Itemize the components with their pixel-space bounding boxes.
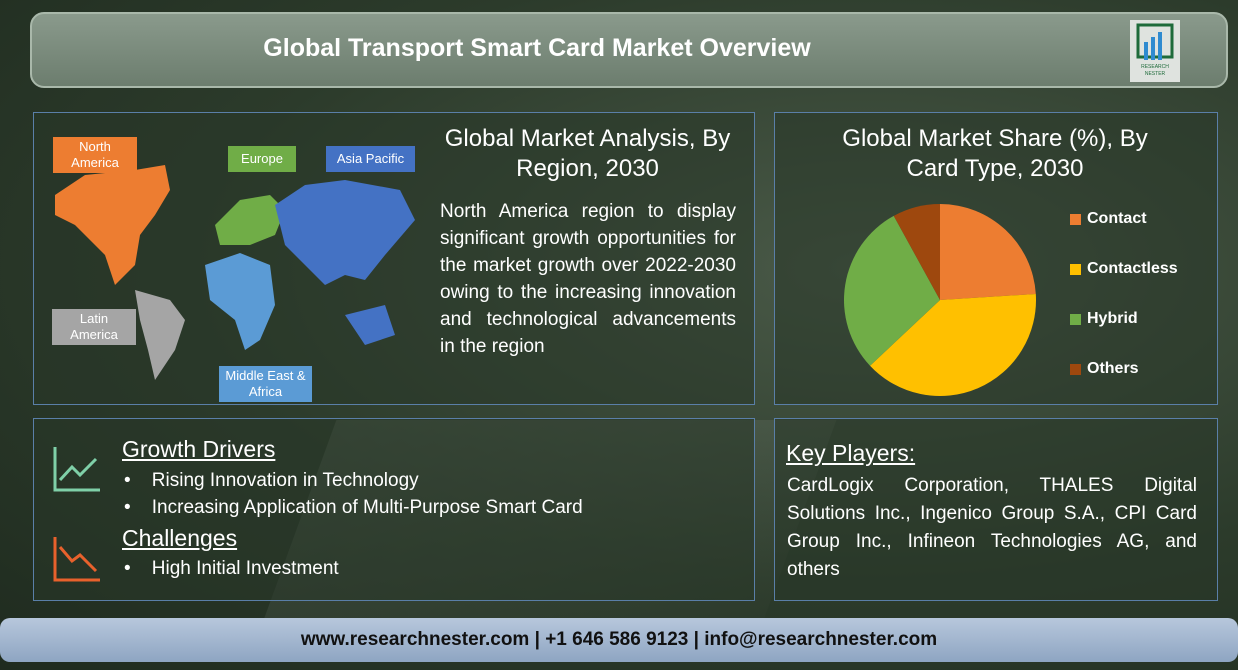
key-players-title: Key Players: bbox=[786, 440, 916, 466]
label-middle-east-africa: Middle East & Africa bbox=[219, 366, 312, 402]
pie-slice-contactless bbox=[870, 293, 1036, 396]
world-map bbox=[55, 165, 415, 380]
map-latin-america bbox=[135, 290, 185, 380]
decline-chart-icon bbox=[53, 537, 100, 582]
legend-label: Contact bbox=[1087, 210, 1147, 227]
pie-chart bbox=[844, 204, 1036, 396]
chart-title: Global Market Share (%), By Card Type, 2… bbox=[842, 125, 1148, 182]
key-players-text: CardLogix Corporation, THALES Digital So… bbox=[787, 475, 1197, 580]
legend-item-others: Others bbox=[1070, 360, 1139, 378]
map-africa bbox=[205, 253, 275, 350]
footer-contact: www.researchnester.com | +1 646 586 9123… bbox=[0, 618, 1238, 662]
region-title: Global Market Analysis, By Region, 2030 bbox=[444, 125, 731, 182]
svg-text:RESEARCH: RESEARCH bbox=[1141, 64, 1169, 70]
map-europe bbox=[215, 195, 285, 245]
pie-slice-hybrid bbox=[844, 215, 940, 366]
label-europe: Europe bbox=[228, 146, 296, 172]
header-banner: Global Transport Smart Card Market Overv… bbox=[30, 12, 1228, 88]
challenge-item: • High Initial Investment bbox=[124, 558, 339, 579]
legend-swatch bbox=[1070, 263, 1081, 275]
legend-swatch bbox=[1070, 363, 1081, 375]
key-players-panel bbox=[774, 418, 1218, 601]
research-nester-logo: RESEARCH NESTER bbox=[1130, 20, 1180, 82]
legend-item-hybrid: Hybrid bbox=[1070, 310, 1138, 328]
driver-item: • Increasing Application of Multi-Purpos… bbox=[124, 497, 583, 518]
legend-swatch bbox=[1070, 213, 1081, 225]
label-asia-pacific: Asia Pacific bbox=[326, 146, 415, 172]
region-description: North America region to display signific… bbox=[440, 201, 736, 357]
legend-item-contactless: Contactless bbox=[1070, 260, 1178, 278]
legend-swatch bbox=[1070, 313, 1081, 325]
map-asia-pacific bbox=[275, 180, 415, 345]
page-title: Global Transport Smart Card Market Overv… bbox=[263, 34, 811, 62]
driver-item: • Rising Innovation in Technology bbox=[124, 470, 419, 491]
map-north-america bbox=[55, 165, 170, 285]
svg-text:NESTER: NESTER bbox=[1145, 71, 1166, 77]
legend-item-contact: Contact bbox=[1070, 210, 1147, 228]
growth-chart-icon bbox=[53, 447, 100, 492]
drivers-panel bbox=[33, 418, 755, 601]
legend-label: Hybrid bbox=[1087, 310, 1138, 327]
legend-label: Contactless bbox=[1087, 260, 1178, 277]
pie-slice-contact bbox=[940, 204, 1036, 300]
growth-drivers-title: Growth Drivers bbox=[122, 436, 276, 462]
legend-label: Others bbox=[1087, 360, 1139, 377]
label-north-america: North America bbox=[53, 137, 137, 173]
challenges-title: Challenges bbox=[122, 525, 238, 551]
label-latin-america: Latin America bbox=[52, 309, 136, 345]
pie-slice-others bbox=[893, 204, 940, 300]
